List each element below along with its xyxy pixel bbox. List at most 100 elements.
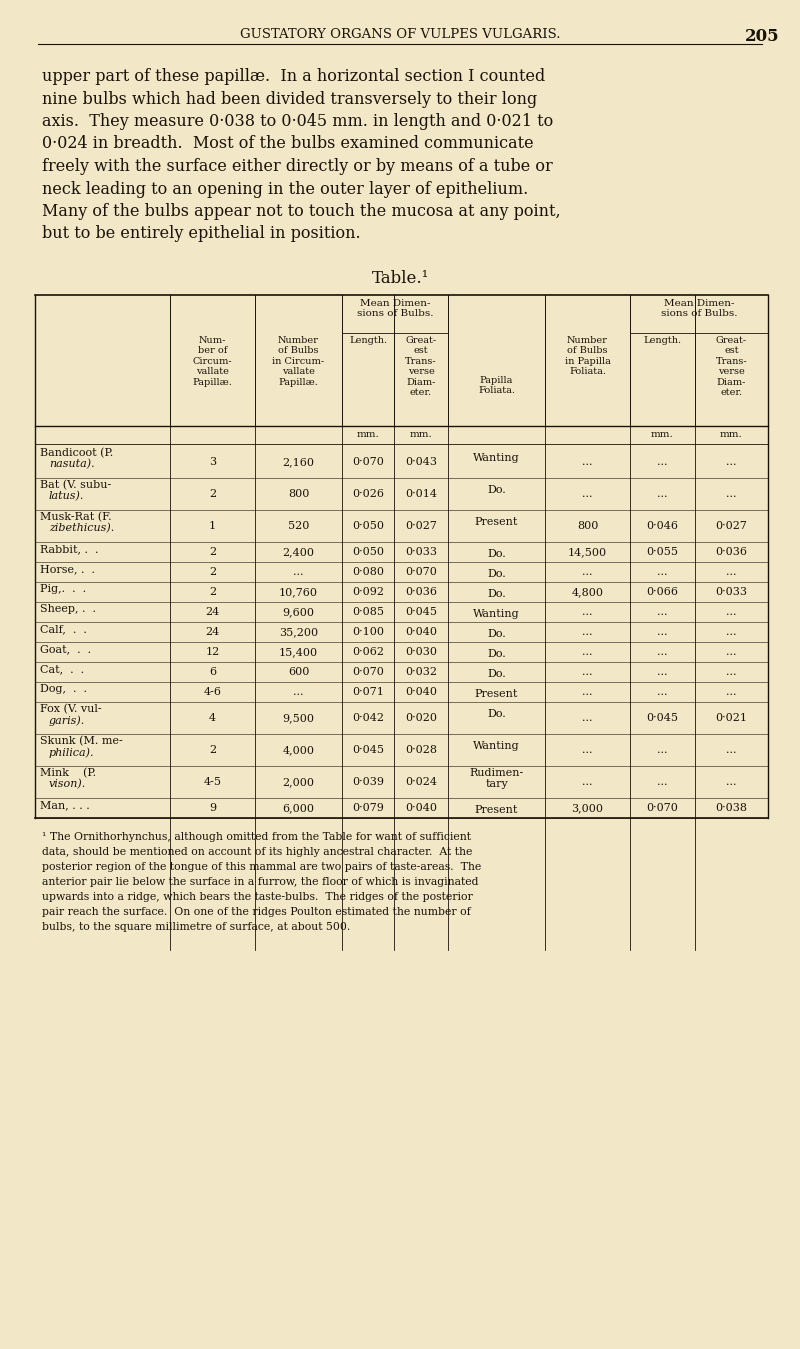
Text: 0·085: 0·085 bbox=[352, 607, 384, 616]
Text: ...: ... bbox=[582, 488, 593, 499]
Text: Do.: Do. bbox=[487, 569, 506, 579]
Text: Do.: Do. bbox=[487, 710, 506, 719]
Text: 0·079: 0·079 bbox=[352, 803, 384, 813]
Text: axis.  They measure 0·038 to 0·045 mm. in length and 0·021 to: axis. They measure 0·038 to 0·045 mm. in… bbox=[42, 113, 554, 130]
Text: latus).: latus). bbox=[49, 491, 84, 502]
Text: 0·024 in breadth.  Most of the bulbs examined communicate: 0·024 in breadth. Most of the bulbs exam… bbox=[42, 135, 534, 152]
Text: ...: ... bbox=[658, 567, 668, 577]
Text: 3,000: 3,000 bbox=[571, 803, 603, 813]
Text: GUSTATORY ORGANS OF VULPES VULGARIS.: GUSTATORY ORGANS OF VULPES VULGARIS. bbox=[240, 28, 560, 40]
Text: ...: ... bbox=[726, 777, 737, 786]
Text: 0·100: 0·100 bbox=[352, 627, 384, 637]
Text: posterior region of the tongue of this mammal are two pairs of taste-areas.  The: posterior region of the tongue of this m… bbox=[42, 862, 482, 871]
Text: Present: Present bbox=[475, 517, 518, 527]
Text: 2,160: 2,160 bbox=[282, 457, 314, 467]
Text: 0·026: 0·026 bbox=[352, 488, 384, 499]
Text: 0·036: 0·036 bbox=[715, 546, 747, 557]
Text: 2: 2 bbox=[209, 567, 216, 577]
Text: data, should be mentioned on account of its highly ancestral character.  At the: data, should be mentioned on account of … bbox=[42, 847, 472, 857]
Text: 0·070: 0·070 bbox=[405, 567, 437, 577]
Text: Mean Dimen-
sions of Bulbs.: Mean Dimen- sions of Bulbs. bbox=[661, 299, 738, 318]
Text: 0·027: 0·027 bbox=[715, 521, 747, 532]
Text: ...: ... bbox=[658, 627, 668, 637]
Text: 2,000: 2,000 bbox=[282, 777, 314, 786]
Text: 14,500: 14,500 bbox=[568, 546, 607, 557]
Text: Mink    (P.: Mink (P. bbox=[40, 768, 96, 778]
Text: 0·066: 0·066 bbox=[646, 587, 678, 598]
Text: 0·046: 0·046 bbox=[646, 521, 678, 532]
Text: ¹ The Ornithorhynchus, although omitted from the Table for want of sufficient: ¹ The Ornithorhynchus, although omitted … bbox=[42, 832, 471, 842]
Text: ...: ... bbox=[582, 745, 593, 755]
Text: 15,400: 15,400 bbox=[279, 648, 318, 657]
Text: pair reach the surface.  On one of the ridges Poulton estimated the number of: pair reach the surface. On one of the ri… bbox=[42, 907, 470, 917]
Text: 2,400: 2,400 bbox=[282, 546, 314, 557]
Text: Cat,  .  .: Cat, . . bbox=[40, 664, 84, 674]
Text: ...: ... bbox=[726, 607, 737, 616]
Text: Present: Present bbox=[475, 689, 518, 699]
Text: 0·070: 0·070 bbox=[352, 457, 384, 467]
Text: 0·036: 0·036 bbox=[405, 587, 437, 598]
Text: 4-5: 4-5 bbox=[203, 777, 222, 786]
Text: ...: ... bbox=[726, 648, 737, 657]
Text: Do.: Do. bbox=[487, 649, 506, 660]
Text: 205: 205 bbox=[745, 28, 779, 45]
Text: ...: ... bbox=[726, 457, 737, 467]
Text: upper part of these papillæ.  In a horizontal section I counted: upper part of these papillæ. In a horizo… bbox=[42, 67, 546, 85]
Text: 1: 1 bbox=[209, 521, 216, 532]
Text: nine bulbs which had been divided transversely to their long: nine bulbs which had been divided transv… bbox=[42, 90, 538, 108]
Text: 0·055: 0·055 bbox=[646, 546, 678, 557]
Text: ...: ... bbox=[294, 567, 304, 577]
Text: Papilla
Foliata.: Papilla Foliata. bbox=[478, 376, 515, 395]
Text: 0·021: 0·021 bbox=[715, 714, 747, 723]
Text: Table.¹: Table.¹ bbox=[371, 270, 429, 287]
Text: mm.: mm. bbox=[720, 430, 743, 438]
Text: 9: 9 bbox=[209, 803, 216, 813]
Text: 0·050: 0·050 bbox=[352, 546, 384, 557]
Text: ...: ... bbox=[726, 488, 737, 499]
Text: 0·045: 0·045 bbox=[646, 714, 678, 723]
Text: Great-
est
Trans-
verse
Diam-
eter.: Great- est Trans- verse Diam- eter. bbox=[405, 336, 437, 397]
Text: ...: ... bbox=[726, 627, 737, 637]
Text: 0·092: 0·092 bbox=[352, 587, 384, 598]
Text: ...: ... bbox=[582, 607, 593, 616]
Text: 4,800: 4,800 bbox=[571, 587, 603, 598]
Text: 0·042: 0·042 bbox=[352, 714, 384, 723]
Text: Musk-Rat (F.: Musk-Rat (F. bbox=[40, 513, 112, 522]
Text: vison).: vison). bbox=[49, 778, 86, 789]
Text: 4-6: 4-6 bbox=[203, 687, 222, 697]
Text: Dog,  .  .: Dog, . . bbox=[40, 684, 87, 693]
Text: 9,600: 9,600 bbox=[282, 607, 314, 616]
Text: 800: 800 bbox=[577, 521, 598, 532]
Text: 0·030: 0·030 bbox=[405, 648, 437, 657]
Text: ...: ... bbox=[726, 745, 737, 755]
Text: Do.: Do. bbox=[487, 590, 506, 599]
Text: ...: ... bbox=[294, 687, 304, 697]
Text: 0·062: 0·062 bbox=[352, 648, 384, 657]
Text: Great-
est
Trans-
verse
Diam-
eter.: Great- est Trans- verse Diam- eter. bbox=[716, 336, 747, 397]
Text: ...: ... bbox=[582, 714, 593, 723]
Text: 0·033: 0·033 bbox=[715, 587, 747, 598]
Text: 520: 520 bbox=[288, 521, 309, 532]
Text: ...: ... bbox=[658, 687, 668, 697]
Text: Number
of Bulbs
in Papilla
Foliata.: Number of Bulbs in Papilla Foliata. bbox=[565, 336, 610, 376]
Text: Do.: Do. bbox=[487, 486, 506, 495]
Text: ...: ... bbox=[582, 567, 593, 577]
Text: Wanting: Wanting bbox=[473, 741, 520, 751]
Text: 35,200: 35,200 bbox=[279, 627, 318, 637]
Text: 2: 2 bbox=[209, 546, 216, 557]
Text: 0·043: 0·043 bbox=[405, 457, 437, 467]
Text: freely with the surface either directly or by means of a tube or: freely with the surface either directly … bbox=[42, 158, 553, 175]
Text: ...: ... bbox=[658, 666, 668, 677]
Text: Wanting: Wanting bbox=[473, 453, 520, 463]
Text: ...: ... bbox=[658, 648, 668, 657]
Text: 6: 6 bbox=[209, 666, 216, 677]
Text: 0·027: 0·027 bbox=[405, 521, 437, 532]
Text: 0·032: 0·032 bbox=[405, 666, 437, 677]
Text: Num-
ber of
Circum-
vallate
Papillæ.: Num- ber of Circum- vallate Papillæ. bbox=[193, 336, 233, 387]
Text: neck leading to an opening in the outer layer of epithelium.: neck leading to an opening in the outer … bbox=[42, 181, 528, 197]
Text: Bat (V. subu-: Bat (V. subu- bbox=[40, 480, 111, 490]
Text: Many of the bulbs appear not to touch the mucosa at any point,: Many of the bulbs appear not to touch th… bbox=[42, 202, 561, 220]
Text: mm.: mm. bbox=[357, 430, 379, 438]
Text: 0·045: 0·045 bbox=[352, 745, 384, 755]
Text: 0·070: 0·070 bbox=[352, 666, 384, 677]
